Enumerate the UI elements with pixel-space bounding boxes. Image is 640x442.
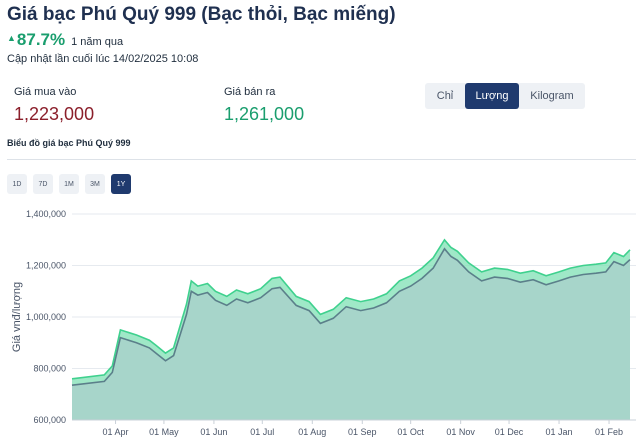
- y-axis-label: Giá vnđ/lượng: [11, 282, 23, 352]
- unit-option-luong[interactable]: Lượng: [465, 83, 519, 109]
- y-tick-label: 1,000,000: [26, 312, 66, 322]
- buy-series-line: [71, 247, 631, 386]
- section-divider: [7, 159, 636, 160]
- price-chart: 600,000 800,000 1,000,000 1,200,000 1,400,00…: [11, 209, 636, 437]
- sell-price-block: Giá bán ra 1,261,000: [224, 86, 304, 125]
- range-selector: 1D 7D 1M 3M 1Y: [7, 174, 131, 194]
- y-tick-label: 600,000: [33, 415, 66, 425]
- arrow-up-icon: ▲: [7, 33, 16, 43]
- change-percent: ▲ 87.7%: [7, 30, 65, 50]
- change-period: 1 năm qua: [71, 36, 124, 48]
- x-tick-label: 01 Dec: [495, 427, 524, 437]
- x-tick-label: 01 Nov: [446, 427, 475, 437]
- spread-band: [72, 239, 630, 386]
- x-tick-label: 01 Jul: [250, 427, 274, 437]
- chart-section-title: Biểu đồ giá bạc Phú Quý 999: [7, 138, 131, 148]
- buy-price-block: Giá mua vào 1,223,000: [14, 86, 94, 125]
- unit-option-kilogram[interactable]: Kilogram: [530, 90, 574, 102]
- last-updated: Cập nhật lần cuối lúc 14/02/2025 10:08: [7, 53, 199, 65]
- x-tick-label: 01 Sep: [348, 427, 377, 437]
- y-tick-label: 1,200,000: [26, 261, 66, 271]
- x-tick-label: 01 Apr: [103, 427, 129, 437]
- x-tick-label: 01 May: [149, 427, 179, 437]
- range-button-1m[interactable]: 1M: [59, 174, 79, 194]
- buy-price-label: Giá mua vào: [14, 86, 77, 98]
- buy-area: [72, 248, 630, 420]
- page-title: Giá bạc Phú Quý 999 (Bạc thỏi, Bạc miếng…: [7, 4, 396, 25]
- unit-option-chi[interactable]: Chỉ: [436, 90, 454, 102]
- range-button-3m[interactable]: 3M: [85, 174, 105, 194]
- x-tick-label: 01 Jan: [546, 427, 573, 437]
- x-tick-label: 01 Feb: [595, 427, 623, 437]
- change-summary: ▲ 87.7% 1 năm qua: [7, 30, 123, 50]
- y-tick-label: 1,400,000: [26, 209, 66, 219]
- sell-series-line: [71, 238, 631, 380]
- range-button-1y[interactable]: 1Y: [111, 174, 131, 194]
- change-percent-value: 87.7%: [16, 30, 66, 49]
- range-button-7d[interactable]: 7D: [33, 174, 53, 194]
- sell-price-label: Giá bán ra: [224, 86, 276, 98]
- x-tick-label: 01 Aug: [298, 427, 326, 437]
- buy-price-value: 1,223,000: [14, 104, 95, 124]
- unit-toggle: Chỉ Lượng Kilogram: [425, 83, 585, 109]
- x-tick-label: 01 Jun: [200, 427, 227, 437]
- y-tick-label: 800,000: [33, 364, 66, 374]
- range-button-1d[interactable]: 1D: [7, 174, 27, 194]
- x-tick-label: 01 Oct: [397, 427, 424, 437]
- sell-price-value: 1,261,000: [224, 104, 305, 124]
